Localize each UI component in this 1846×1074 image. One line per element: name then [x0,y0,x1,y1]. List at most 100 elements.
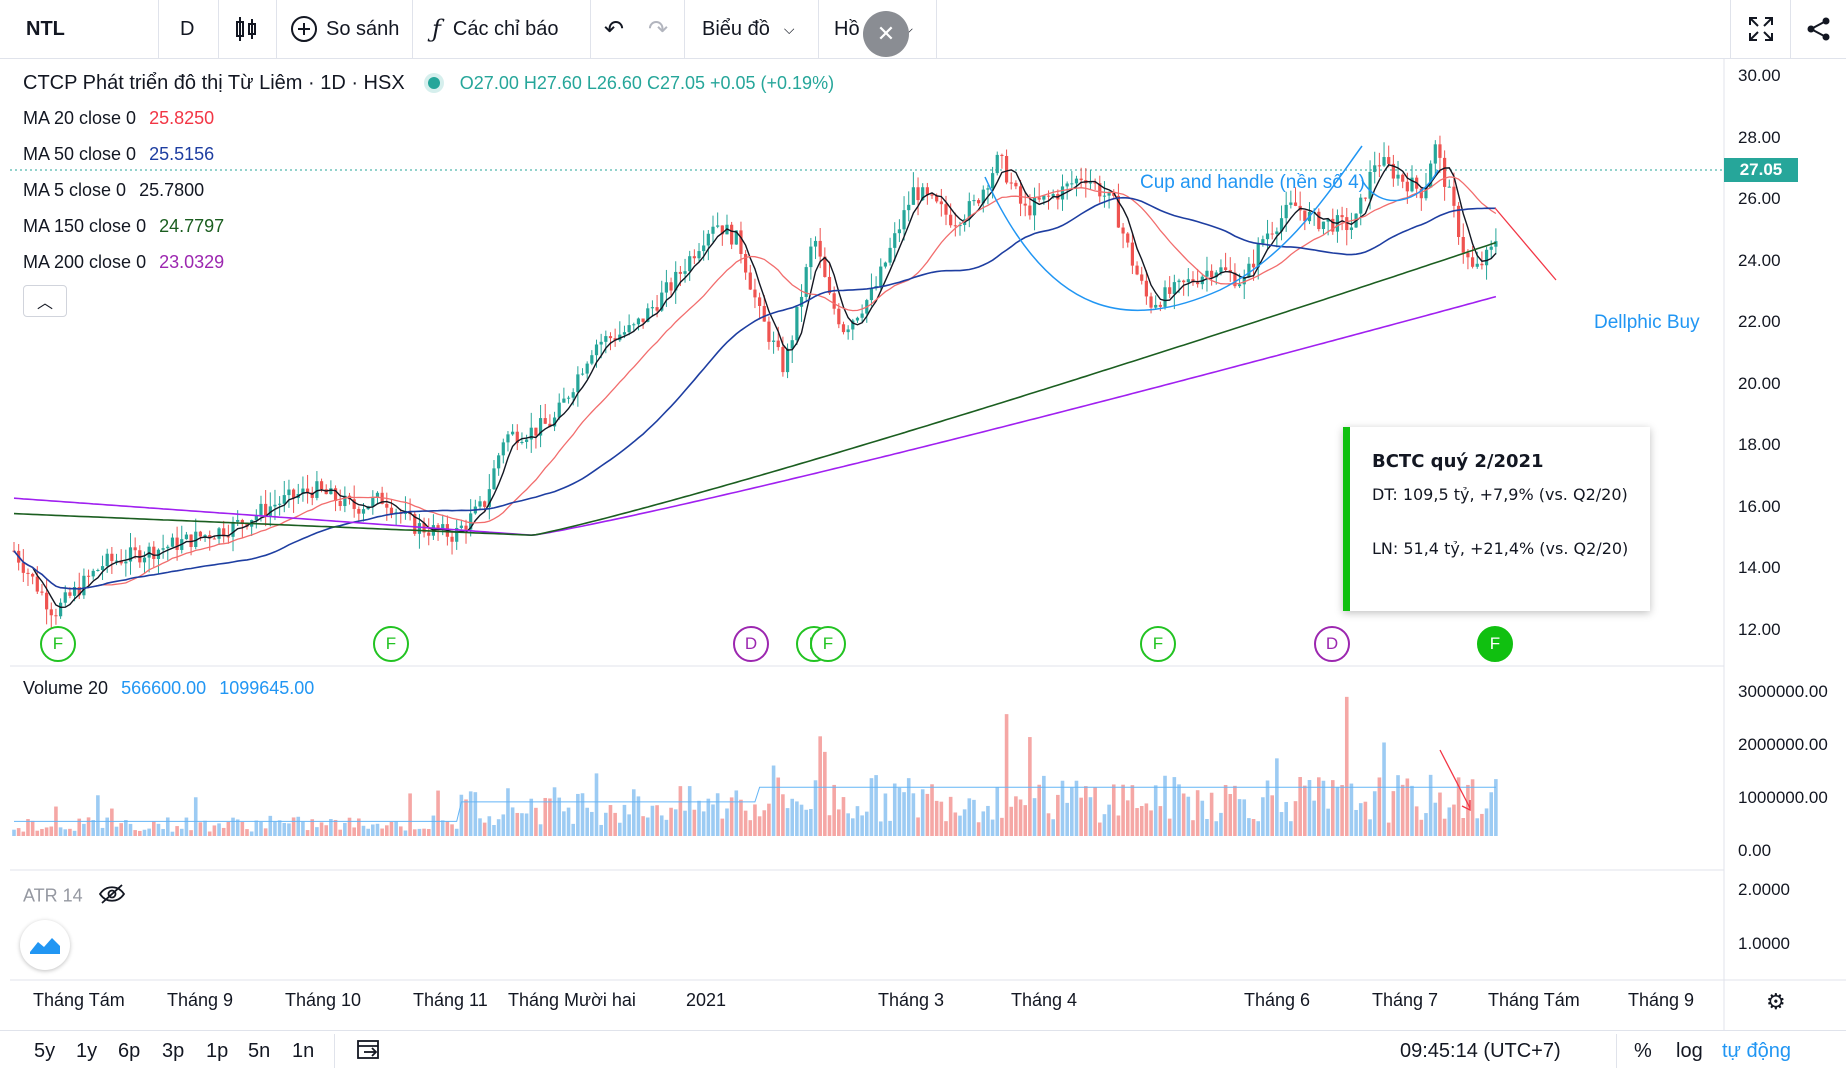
volume-bar [1070,787,1074,836]
volume-bar [827,815,832,836]
settings-button[interactable]: ⚙ [1766,989,1786,1015]
range-button-5y[interactable]: 5y [34,1040,56,1062]
volume-bar [1303,785,1307,836]
volume-bar [1410,785,1414,836]
volume-bar [329,818,333,836]
candle-body [585,363,589,374]
atr-tick: 1.0000 [1738,934,1790,953]
tradingview-logo[interactable] [20,920,70,970]
candle-style-button[interactable] [234,0,258,58]
candle-body [1475,263,1479,267]
hidden-eye-icon[interactable] [98,884,126,909]
candle-body [958,224,962,227]
event-financial[interactable]: F [373,626,409,662]
candle-body [287,489,291,496]
percent-toggle[interactable]: % [1634,1040,1652,1062]
candle-body [529,427,533,440]
legend-ma5[interactable]: MA 5 close 0 25.7800 [23,180,205,200]
range-button-1p[interactable]: 1p [206,1040,229,1062]
volume-bar [40,828,44,836]
candle-body [921,187,925,201]
event-financial-active[interactable]: F [1477,626,1513,662]
volume-bar [105,817,109,836]
candle-body [1242,277,1246,285]
event-dividend[interactable]: D [733,626,769,662]
symbol-label: NTL [26,17,65,40]
volume-legend[interactable]: Volume 20 566600.00 1099645.00 [23,678,315,698]
event-financial[interactable]: F [1140,626,1176,662]
candle-body [1205,270,1209,277]
volume-bar [147,828,151,836]
volume-bar [12,829,16,836]
ma50-line [13,196,1496,590]
log-toggle[interactable]: log [1676,1040,1703,1062]
range-button-1y[interactable]: 1y [76,1040,98,1062]
range-button-1n[interactable]: 1n [292,1040,315,1062]
volume-bar [1354,809,1358,836]
close-icon[interactable]: ✕ [863,11,909,57]
fullscreen-button[interactable] [1748,0,1774,58]
range-button-5n[interactable]: 5n [248,1040,271,1062]
volume-bar [86,817,91,836]
undo-button[interactable]: ↶ [604,0,624,58]
share-button[interactable] [1806,0,1832,58]
volume-bar [888,820,892,836]
volume-bar [739,799,743,836]
volume-bar [785,808,790,836]
interval-button[interactable]: D [180,0,194,58]
legend-ma20[interactable]: MA 20 close 0 25.8250 [23,108,215,128]
volume-bar [226,821,231,836]
volume-bar [543,797,548,836]
indicators-button[interactable]: ƒ Các chỉ báo [432,0,559,58]
candle-body [105,553,109,567]
candle-body [170,537,175,547]
event-financial[interactable]: F [40,626,76,662]
time-tick: Tháng Tám [1488,990,1580,1010]
volume-bar [1489,792,1494,836]
candle-body [1032,197,1037,216]
volume-bar [1097,822,1102,836]
candle-body [837,308,841,325]
range-button-6p[interactable]: 6p [118,1040,141,1062]
atr-legend[interactable]: ATR 14 [23,884,126,909]
legend-ma50[interactable]: MA 50 close 0 25.5156 [23,144,215,164]
time-tick: Tháng 7 [1372,990,1439,1010]
redo-button[interactable]: ↷ [648,0,668,58]
candle-body [1317,211,1321,230]
event-financial[interactable]: F [810,626,846,662]
goto-date-button[interactable] [356,1030,382,1073]
volume-bar [170,831,175,836]
price-tick: 18.00 [1738,435,1781,454]
range-button-3p[interactable]: 3p [162,1040,185,1062]
collapse-legend-button[interactable]: ︿ [23,285,67,317]
candle-body [1363,197,1367,199]
candle-body [282,495,286,504]
candle-body [1000,154,1004,156]
candle-body [31,573,35,577]
signal-annotation[interactable]: Dellphic Buy [1594,312,1700,333]
volume-bar [962,809,967,836]
candle-body [1293,202,1298,206]
auto-scale-toggle[interactable]: tự động [1722,1040,1791,1062]
volume-bar [1414,806,1419,836]
volume-bar [790,798,795,836]
compare-button[interactable]: So sánh [290,0,399,58]
candle-body [893,233,897,248]
symbol-search[interactable]: NTL [26,0,65,58]
clock-display[interactable]: 09:45:14 (UTC+7) [1400,1040,1561,1062]
pattern-annotation[interactable]: Cup and handle (nền số 4) [1140,172,1365,193]
candle-body [1130,242,1134,266]
event-dividend[interactable]: D [1314,626,1350,662]
candle-body [483,501,487,507]
volume-bar [273,821,277,836]
volume-bar [1494,779,1498,836]
volume-bar [375,823,380,836]
candle-body [841,324,846,333]
candle-body [683,271,687,274]
volume-bar [864,811,869,836]
legend-ma150[interactable]: MA 150 close 0 24.7797 [23,216,225,236]
legend-ma200[interactable]: MA 200 close 0 23.0329 [23,252,225,272]
chart-menu-button[interactable]: Biểu đồ ⌵ [702,0,794,58]
volume-bar [1028,737,1032,836]
